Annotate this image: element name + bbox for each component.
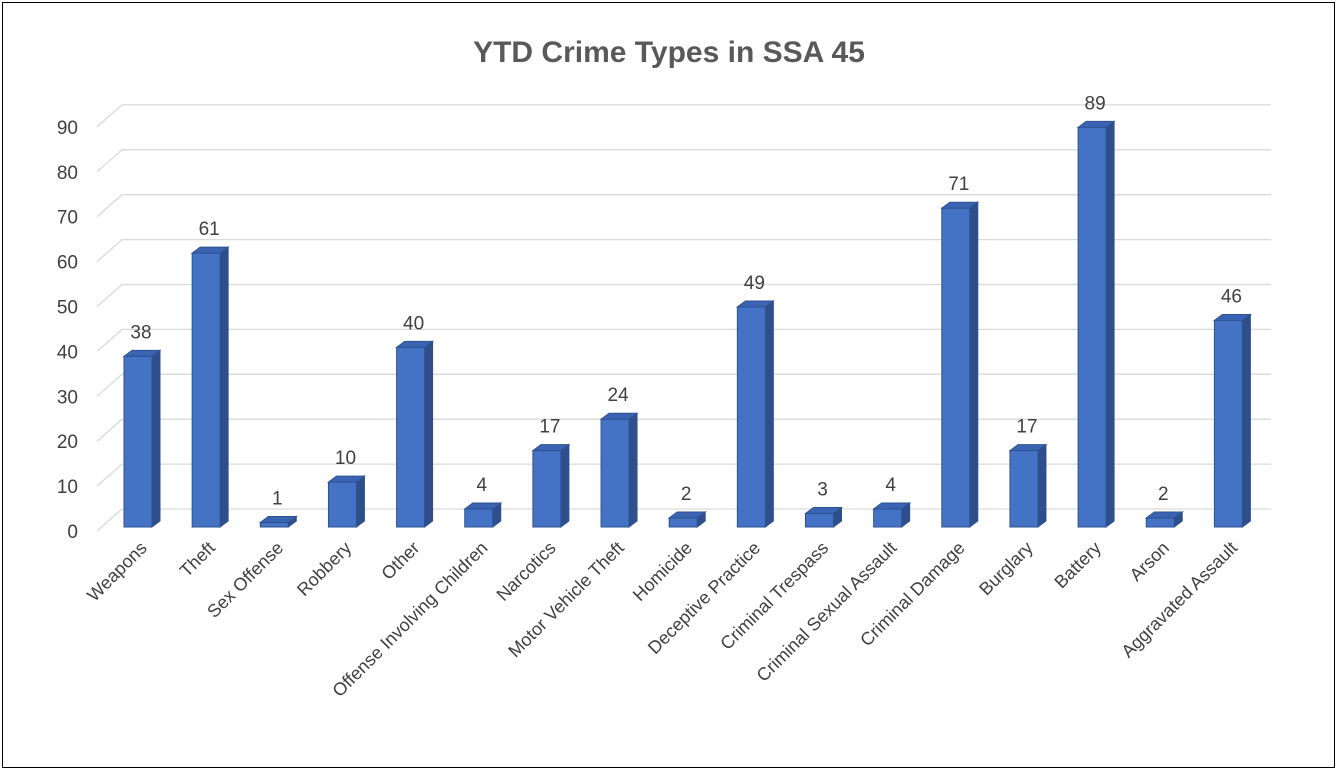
y-tick-label: 60 [57, 253, 78, 274]
y-tick-label: 50 [57, 298, 78, 319]
chart-title: YTD Crime Types in SSA 45 [473, 36, 865, 69]
bar [872, 502, 912, 528]
y-tick-label: 90 [57, 118, 78, 139]
bar [395, 340, 435, 528]
category-label: Robbery [293, 538, 355, 600]
bar [190, 246, 230, 528]
data-label: 40 [403, 313, 424, 334]
gridline [96, 328, 1271, 352]
data-label: 49 [744, 273, 765, 294]
bar [122, 349, 162, 528]
gridline [96, 194, 1271, 218]
data-label: 2 [681, 484, 692, 505]
data-label: 89 [1085, 93, 1106, 114]
data-label: 38 [130, 322, 151, 343]
gridline [96, 104, 1271, 128]
bar [1076, 120, 1116, 528]
category-label: Aggravated Assault [1117, 538, 1241, 662]
data-label: 17 [539, 417, 560, 438]
gridline [96, 283, 1271, 307]
data-label: 3 [817, 480, 828, 501]
y-tick-label: 40 [57, 342, 78, 363]
y-tick-label: 80 [57, 163, 78, 184]
category-label: Motor Vehicle Theft [504, 538, 628, 662]
data-label: 61 [199, 219, 220, 240]
category-label: Burglary [975, 538, 1037, 600]
y-tick-label: 30 [57, 387, 78, 408]
gridline [96, 373, 1271, 397]
bar [735, 299, 775, 528]
bars [122, 120, 1252, 528]
category-label: Homicide [629, 538, 696, 605]
y-axis-ticks: 0 10 20 30 40 50 60 70 80 90 [57, 118, 78, 543]
gridline [96, 238, 1271, 263]
bar [326, 475, 366, 528]
data-label: 71 [948, 174, 969, 195]
y-tick-label: 10 [57, 477, 78, 498]
data-label: 1 [272, 489, 283, 510]
data-label: 4 [476, 475, 487, 496]
bar [463, 502, 503, 528]
category-label: Theft [176, 538, 219, 581]
bar [667, 511, 707, 528]
data-label: 46 [1221, 286, 1242, 307]
bar [599, 412, 639, 528]
bar [531, 443, 571, 528]
category-label: Other [377, 538, 423, 584]
y-tick-label: 0 [67, 522, 78, 543]
category-label: Arson [1126, 538, 1173, 585]
gridline [96, 418, 1271, 442]
category-label: Weapons [83, 538, 151, 606]
bar [804, 506, 843, 528]
category-label: Battery [1050, 538, 1104, 592]
category-label: Criminal Sexual Assault [753, 538, 901, 686]
data-label: 17 [1016, 417, 1037, 438]
bar [258, 515, 298, 528]
data-label: 2 [1158, 484, 1169, 505]
data-label: 4 [885, 475, 896, 496]
data-label: 10 [335, 448, 356, 469]
data-labels: 38 61 1 10 40 4 17 24 2 49 3 4 71 17 89 2 46 [130, 93, 1242, 509]
y-tick-label: 20 [57, 432, 78, 453]
bar [1008, 443, 1048, 528]
data-label: 24 [607, 385, 629, 406]
bar [1144, 511, 1184, 528]
bar [940, 201, 980, 528]
gridline [96, 149, 1271, 173]
bar [1212, 313, 1252, 528]
category-label: Deceptive Practice [644, 538, 764, 658]
y-tick-label: 70 [57, 208, 78, 229]
category-label: Narcotics [493, 538, 560, 605]
gridline [96, 463, 1271, 487]
